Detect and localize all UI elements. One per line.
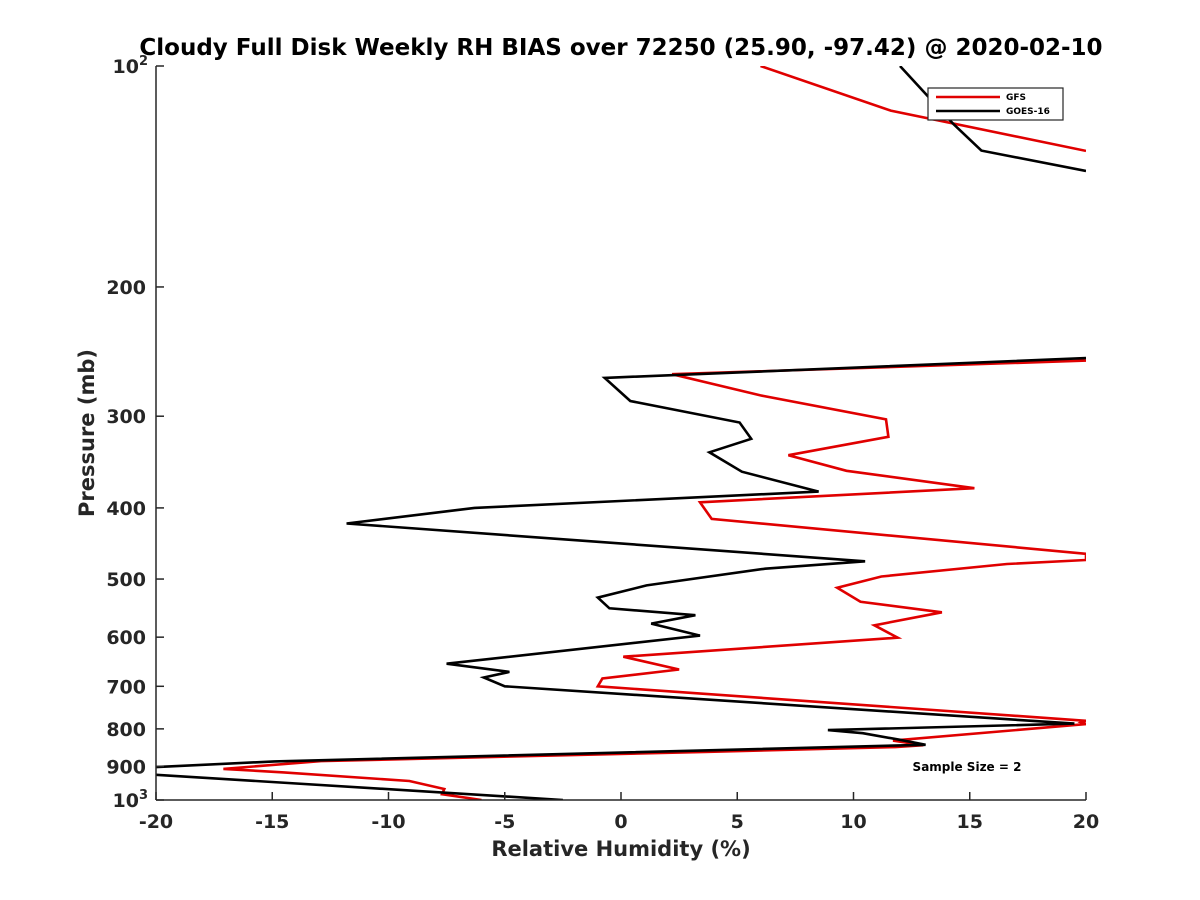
series-layer (156, 66, 1086, 800)
x-tick-label: -20 (139, 811, 173, 833)
x-tick-label: 15 (957, 811, 983, 833)
chart-title: Cloudy Full Disk Weekly RH BIAS over 722… (139, 35, 1102, 61)
series-line-goes-16 (899, 66, 1086, 173)
legend-label-goes-16: GOES-16 (1006, 107, 1050, 117)
y-tick-label: 900 (106, 756, 146, 778)
series-line-goes-16 (156, 356, 1086, 769)
y-axis-label: Pressure (mb) (75, 349, 99, 517)
x-axis-label: Relative Humidity (%) (491, 837, 750, 861)
x-tick-label: 5 (731, 811, 744, 833)
x-tick-label: 0 (614, 811, 627, 833)
legend-label-gfs: GFS (1006, 93, 1026, 103)
y-tick-label: 500 (106, 569, 146, 591)
x-tick-label: -5 (494, 811, 515, 833)
x-tick-label: -10 (371, 811, 405, 833)
x-tick-label: 20 (1073, 811, 1099, 833)
y-tick-label: 600 (106, 627, 146, 649)
legend-box (927, 87, 1064, 121)
x-tick-label: 10 (840, 811, 866, 833)
series-line-gfs (223, 359, 1086, 800)
x-tick-label: -15 (255, 811, 289, 833)
y-axis-ticks: 102 200 300 400 500 600 700 800 900 103 (106, 54, 164, 812)
y-tick-label: 103 (113, 788, 149, 812)
x-axis-ticks: -20 -15 -10 -5 0 5 10 15 20 (139, 792, 1099, 833)
y-tick-label: 200 (106, 277, 146, 299)
legend: GFS GOES-16 (927, 87, 1064, 121)
axes-layer (155, 66, 1086, 801)
series-line-gfs (760, 66, 1086, 153)
y-tick-label: 400 (106, 498, 146, 520)
sample-size-annotation: Sample Size = 2 (913, 760, 1022, 774)
y-tick-label: 800 (106, 719, 146, 741)
y-tick-label: 102 (113, 54, 149, 78)
y-tick-label: 300 (106, 406, 146, 428)
y-tick-label: 700 (106, 676, 146, 698)
series-line-goes-16 (156, 773, 563, 800)
